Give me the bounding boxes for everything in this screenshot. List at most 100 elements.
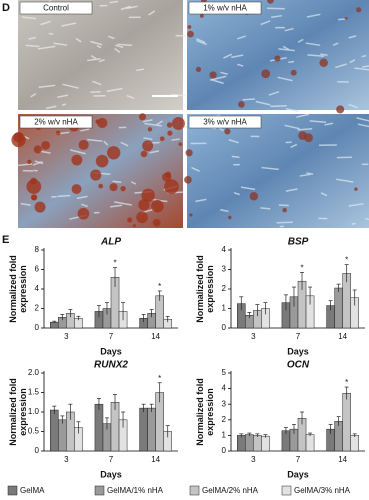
x-tick-label: 7 (296, 332, 301, 341)
legend-label: GelMA/1% nHA (107, 486, 164, 495)
y-axis-label: Normalized foldexpression (195, 255, 215, 323)
cell-streak (149, 150, 160, 154)
stain-spot (90, 169, 102, 181)
cell-streak (20, 202, 31, 206)
stain-spot (282, 207, 287, 213)
cell-streak (218, 127, 224, 132)
significance-marker: * (158, 282, 161, 291)
cell-streak (242, 98, 256, 101)
stain-spot (187, 30, 194, 38)
y-tick-label: 2 (222, 284, 227, 293)
cell-streak (98, 58, 105, 63)
stain-spot (199, 13, 204, 18)
cell-streak (351, 222, 356, 225)
cell-streak (195, 198, 207, 203)
cell-streak (255, 100, 271, 106)
cell-streak (115, 44, 124, 49)
stain-spot (267, 0, 274, 4)
stain-spot (141, 188, 155, 203)
y-tick-label: 4 (222, 245, 227, 254)
cell-streak (237, 35, 246, 40)
micrograph (18, 0, 183, 110)
stain-spot (138, 113, 147, 121)
cell-streak (33, 169, 38, 172)
cell-streak (57, 94, 69, 98)
y-axis-label-line: expression (205, 388, 215, 436)
stain-spot (224, 128, 231, 135)
cell-streak (170, 93, 186, 97)
stain-spot (138, 199, 150, 211)
bar (237, 435, 246, 452)
micrograph (187, 114, 369, 228)
cell-streak (120, 141, 129, 147)
cell-streak (114, 47, 121, 54)
cell-streak (233, 192, 240, 196)
cell-streak (90, 55, 97, 60)
cell-streak (306, 172, 314, 175)
cell-streak (278, 48, 295, 52)
stain-spot (187, 25, 192, 29)
stain-spot (159, 136, 165, 142)
cell-streak (296, 113, 310, 118)
y-tick-label: 0 (35, 323, 40, 332)
cell-streak (309, 120, 327, 124)
x-axis-label: Days (100, 469, 122, 479)
stain-spot (336, 105, 345, 114)
cell-streak (109, 0, 119, 4)
cell-streak (80, 128, 90, 132)
cell-streak (356, 117, 369, 122)
cell-streak (103, 140, 109, 146)
cell-streak (69, 149, 86, 155)
y-tick-label: 1 (222, 431, 227, 440)
cell-streak (130, 181, 137, 185)
bar (334, 287, 343, 329)
x-tick-label: 7 (109, 455, 114, 464)
cell-streak (196, 39, 208, 46)
cell-streak (30, 92, 37, 98)
cell-streak (282, 45, 290, 51)
cell-streak (92, 80, 102, 86)
cell-streak (45, 105, 57, 110)
y-tick-label: 5 (222, 368, 227, 377)
stain-spot (167, 130, 173, 136)
significance-marker: * (158, 374, 161, 383)
stain-spot (142, 140, 154, 152)
cell-streak (195, 38, 206, 44)
stain-spot (209, 71, 217, 79)
significance-marker: * (345, 378, 348, 387)
cell-streak (231, 54, 244, 59)
chart-title: OCN (287, 360, 310, 371)
cell-streak (136, 68, 145, 72)
cell-streak (290, 143, 298, 148)
stain-spot (319, 58, 328, 67)
cell-streak (268, 91, 280, 96)
cell-streak (348, 35, 357, 39)
y-axis-label-line: expression (205, 265, 215, 313)
cell-streak (156, 120, 164, 126)
stain-spot (152, 218, 161, 227)
significance-marker: * (300, 264, 303, 273)
image-label: Control (43, 4, 69, 13)
y-tick-label: 2.0 (28, 368, 40, 377)
y-tick-label: 2 (35, 304, 40, 313)
cell-streak (143, 137, 153, 141)
x-tick-label: 14 (338, 332, 347, 341)
stain-spot (151, 199, 164, 213)
bar (58, 419, 67, 452)
stain-spot (71, 184, 82, 194)
x-tick-label: 7 (296, 455, 301, 464)
bar (342, 393, 351, 452)
cell-streak (324, 122, 334, 126)
y-tick-label: 1.0 (28, 407, 40, 416)
stain-spot (31, 194, 38, 201)
cell-streak (61, 103, 67, 106)
x-tick-label: 3 (251, 455, 256, 464)
bar (305, 434, 315, 452)
y-axis-label-line: Normalized fold (8, 378, 18, 446)
significance-marker: * (113, 259, 116, 268)
stain-spot (354, 187, 358, 191)
stain-spot (228, 215, 232, 220)
stain-spot (344, 16, 348, 20)
legend-label: GelMA/2% nHA (202, 486, 259, 495)
